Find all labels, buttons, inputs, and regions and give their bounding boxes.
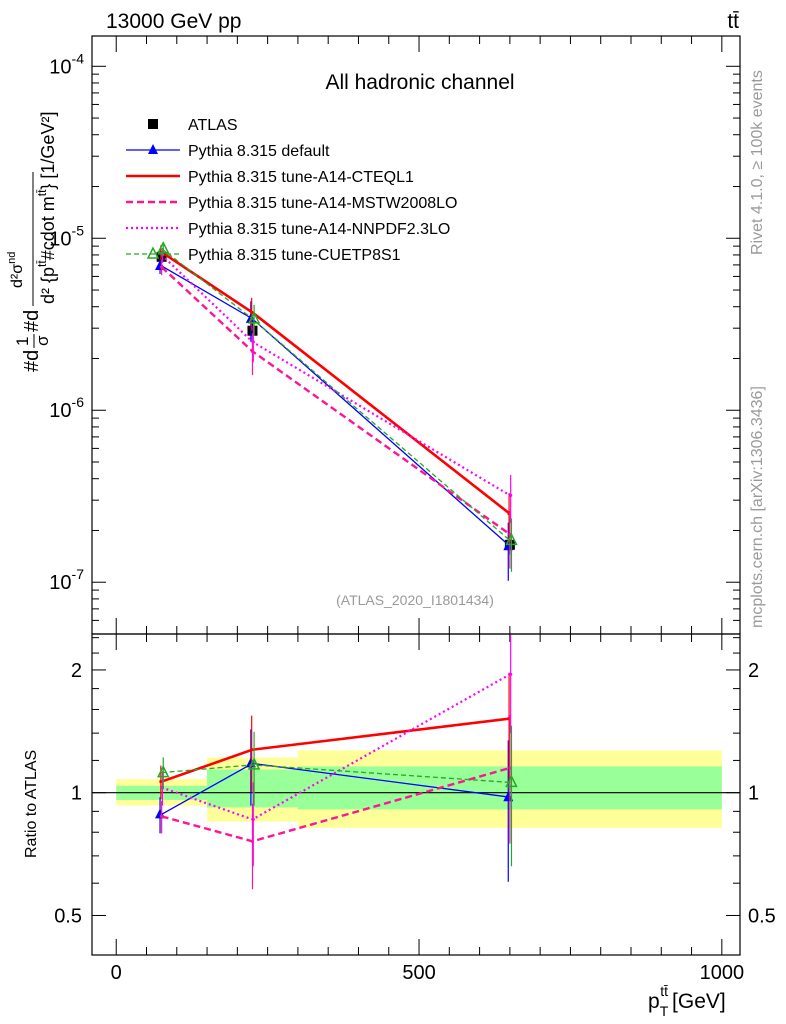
data-point-atlas <box>247 325 258 336</box>
header-energy-label: 13000 GeV pp <box>106 10 241 33</box>
ratio-y-tick-label-right: 0.5 <box>748 905 776 927</box>
ratio-y-axis-title: Ratio to ATLAS <box>23 750 40 858</box>
series-line <box>160 254 511 497</box>
svg-text:#d: #d <box>21 350 43 372</box>
uncertainty-band-green <box>207 769 298 808</box>
data-point <box>157 240 170 254</box>
legend-label: Pythia 8.315 tune-CUETP8S1 <box>188 247 401 264</box>
ratio-frame <box>91 633 741 956</box>
x-tick-label: 0 <box>111 962 122 984</box>
data-point <box>250 310 254 315</box>
legend-label: Pythia 8.315 tune-A14-NNPDF2.3LO <box>188 221 450 238</box>
ratio-point <box>508 766 512 770</box>
main-y-axis-title: #d 1 σ #d d²σnd d² {ptt̄#cdot mtt̄} [1/G… <box>6 112 58 372</box>
header-process-label: tt̄ <box>727 10 739 33</box>
x-tick-label: 1000 <box>700 962 745 984</box>
ratio-y-tick-label: 0.5 <box>54 905 82 927</box>
legend-label: ATLAS <box>188 117 238 134</box>
ratio-point <box>509 672 513 677</box>
y-tick-label: 10-7 <box>49 566 84 594</box>
ratio-series-line <box>161 764 510 784</box>
ratio-point <box>250 748 254 752</box>
data-point <box>160 265 164 269</box>
ratio-point <box>160 814 164 818</box>
analysis-id-label: (ATLAS_2020_I1801434) <box>336 592 494 608</box>
mcplots-label: mcplots.cern.ch [arXiv:1306.3436] <box>749 386 766 628</box>
data-point <box>251 340 255 344</box>
ratio-point <box>503 791 514 802</box>
ratio-point <box>159 779 163 784</box>
data-point <box>505 532 518 546</box>
x-axis-title: pTtt̄ [GeV] <box>648 983 726 1019</box>
svg-text:d² {ptt̄#cdot mtt̄} [1/GeV²]: d² {ptt̄#cdot mtt̄} [1/GeV²] <box>35 112 58 304</box>
ratio-point <box>505 774 518 788</box>
ratio-panel: 0.5 0.5 1 1 2 2 0 500 1000 <box>54 633 776 984</box>
legend-label: Pythia 8.315 tune-A14-MSTW2008LO <box>188 195 457 212</box>
ratio-y-tick-label-right: 1 <box>748 783 759 805</box>
y-tick-label: 10-6 <box>49 394 84 422</box>
legend-marker <box>146 246 160 259</box>
data-point-atlas <box>156 251 167 262</box>
data-point <box>503 540 514 551</box>
series-line <box>161 248 511 541</box>
data-point <box>509 493 513 497</box>
y-tick-label: 10-4 <box>49 50 84 78</box>
rivet-version-label: Rivet 4.1.0, ≥ 100k events <box>749 70 766 255</box>
chart-title: All hadronic channel <box>325 71 514 94</box>
svg-text:d²σnd: d²σnd <box>6 252 26 288</box>
ratio-point <box>247 757 261 770</box>
svg-text:#d: #d <box>21 310 43 332</box>
legend-marker <box>148 144 158 154</box>
ratio-y-tick-label: 2 <box>71 660 82 682</box>
data-point <box>247 311 261 324</box>
svg-text:σ: σ <box>33 335 52 346</box>
series-line <box>160 251 511 515</box>
series-line <box>161 265 511 547</box>
legend-marker-atlas <box>148 119 158 129</box>
svg-text:1: 1 <box>13 337 32 346</box>
ratio-point <box>251 817 255 822</box>
x-tick-label: 500 <box>402 962 435 984</box>
legend-label: Pythia 8.315 tune-A14-CTEQL1 <box>188 169 414 186</box>
series-line <box>160 266 511 536</box>
ratio-y-tick-label: 1 <box>71 783 82 805</box>
legend-label: Pythia 8.315 default <box>188 143 330 160</box>
svg-text:pTtt̄[GeV]: pTtt̄ [GeV] <box>648 983 726 1019</box>
ratio-y-tick-label-right: 2 <box>748 660 759 682</box>
ratio-point <box>157 764 170 778</box>
